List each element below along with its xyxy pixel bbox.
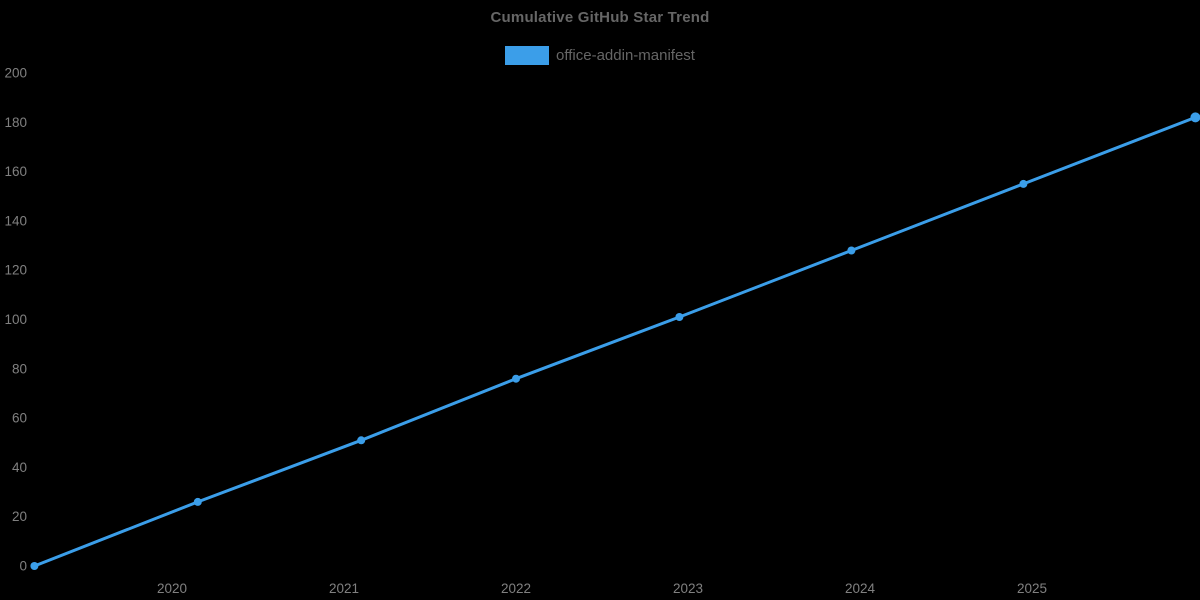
- x-tick-label: 2020: [157, 581, 187, 596]
- data-point: [847, 246, 856, 255]
- y-tick-label: 20: [12, 509, 27, 524]
- data-point: [1190, 112, 1200, 123]
- x-tick-label: 2025: [1017, 581, 1047, 596]
- data-point: [512, 374, 520, 383]
- x-tick-label: 2023: [673, 581, 703, 596]
- y-tick-label: 120: [4, 263, 27, 278]
- x-tick-label: 2022: [501, 581, 531, 596]
- data-point: [675, 313, 684, 321]
- x-tick-label: 2021: [329, 581, 359, 596]
- y-tick-label: 40: [12, 460, 27, 475]
- legend-label: office-addin-manifest: [556, 47, 695, 64]
- y-tick-label: 180: [4, 115, 27, 130]
- y-tick-label: 140: [4, 213, 27, 228]
- data-point: [193, 497, 202, 506]
- legend-swatch: [505, 46, 550, 65]
- y-tick-label: 60: [12, 411, 27, 426]
- data-point: [30, 562, 39, 570]
- chart-title: Cumulative GitHub Star Trend: [490, 9, 710, 26]
- y-tick-label: 0: [19, 559, 27, 574]
- data-point: [357, 436, 366, 445]
- y-tick-label: 200: [4, 66, 27, 81]
- y-tick-label: 100: [4, 312, 27, 327]
- x-tick-label: 2024: [845, 581, 876, 596]
- data-point: [1019, 179, 1028, 188]
- series-line: [32, 115, 1197, 568]
- y-tick-label: 160: [4, 164, 27, 179]
- legend: office-addin-manifest: [0, 46, 1200, 65]
- y-tick-label: 80: [12, 361, 27, 376]
